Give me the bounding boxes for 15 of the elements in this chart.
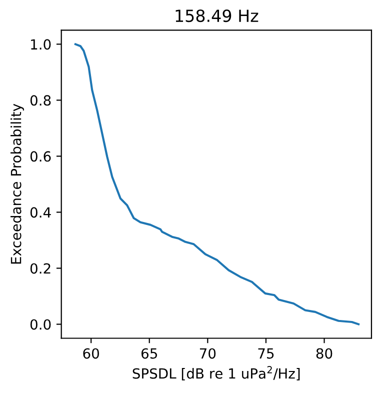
- y-tick-label: 0.4: [30, 207, 51, 218]
- y-tick-label: 0.2: [30, 263, 50, 274]
- x-tick-label: 65: [142, 348, 157, 359]
- y-tick-label: 0.0: [30, 319, 51, 330]
- chart-title: 158.49 Hz: [176, 9, 258, 22]
- x-tick-label: 80: [316, 348, 332, 359]
- y-tick-label: 0.6: [30, 151, 51, 162]
- line-series: [74, 43, 360, 326]
- y-tick-label: 0.8: [30, 95, 51, 106]
- x-axis-title: SPSDL [dB re 1 uPa$^{2}$/Hz]: [132, 366, 300, 380]
- x-tick-label: 75: [258, 348, 274, 359]
- x-tick-label: 70: [200, 348, 216, 359]
- y-axis-title: Exceedance Probability: [10, 104, 24, 264]
- x-tick-label: 60: [83, 348, 99, 359]
- y-tick-label: 1.0: [31, 39, 51, 50]
